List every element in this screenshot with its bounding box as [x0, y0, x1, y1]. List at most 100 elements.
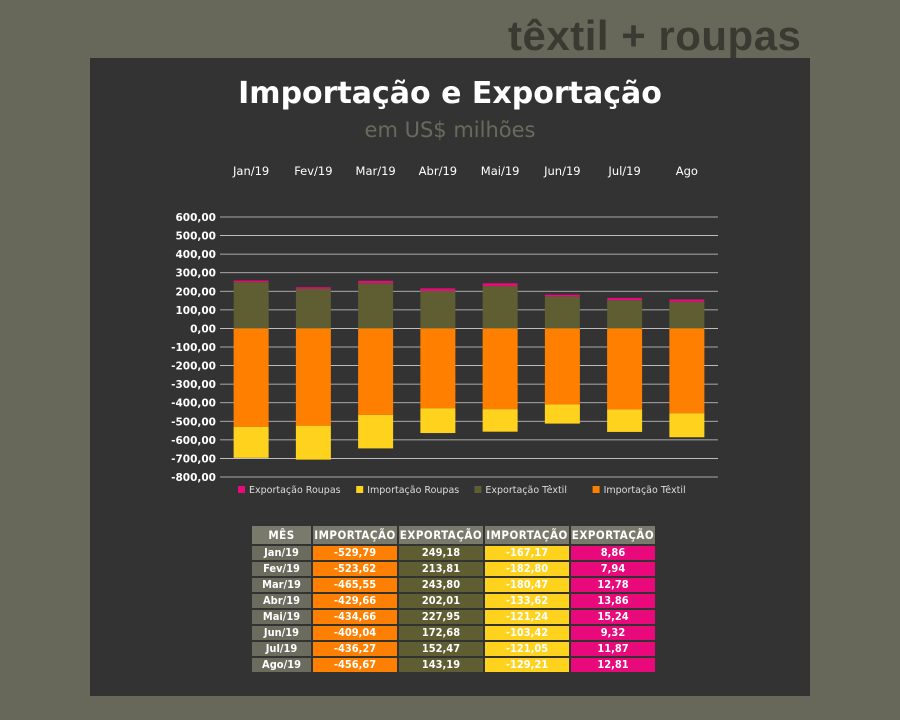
table-row: Mai/19 -434,66 227,95 -121,24 15,24 [252, 610, 655, 624]
cell-exportacao-roupas: 12,78 [571, 578, 655, 592]
cell-mes: Mai/19 [252, 610, 311, 624]
cell-exportacao-roupas: 9,32 [571, 626, 655, 640]
cell-importacao-roupas: -182,80 [485, 562, 569, 576]
cell-mes: Ago/19 [252, 658, 311, 672]
cell-exportacao-textil: 243,80 [399, 578, 483, 592]
x-category-label: Abr/19 [419, 164, 457, 178]
y-tick-label: -800,00 [171, 472, 216, 484]
header-exportacao-roupas: EXPORTAÇÃO [571, 526, 655, 544]
cell-mes: Abr/19 [252, 594, 311, 608]
cell-importacao-roupas: -121,05 [485, 642, 569, 656]
header-mes: MÊS [252, 526, 311, 544]
stacked-bar-chart: 600,00 500,00 400,00 300,00 200,00 100,00 0,00… [171, 164, 718, 496]
table-row: Fev/19 -523,62 213,81 -182,80 7,94 [252, 562, 655, 576]
bar-segment [420, 328, 456, 409]
bar-segment [669, 301, 705, 329]
x-category-label: Jul/19 [607, 164, 640, 178]
cell-mes: Jun/19 [252, 626, 311, 640]
bar-segment [295, 288, 331, 329]
cell-exportacao-roupas: 11,87 [571, 642, 655, 656]
y-tick-label: 500,00 [175, 231, 216, 243]
bar-segment [358, 280, 394, 284]
cell-importacao-roupas: -167,17 [485, 546, 569, 560]
bar-segment [420, 290, 456, 329]
y-tick-label: 400,00 [175, 249, 216, 261]
x-category-label: Mai/19 [481, 164, 520, 178]
y-tick-label: 600,00 [175, 212, 216, 224]
cell-exportacao-textil: 213,81 [399, 562, 483, 576]
x-category-label: Jan/19 [232, 164, 269, 178]
legend-swatch [474, 486, 482, 493]
data-table: MÊS IMPORTAÇÃO EXPORTAÇÃO IMPORTAÇÃO EXP… [250, 524, 657, 674]
bar-segment [358, 328, 394, 415]
bar-segment [420, 408, 456, 434]
bar-segment [233, 426, 269, 458]
table-row: Ago/19 -456,67 143,19 -129,21 12,81 [252, 658, 655, 672]
bar-segment [544, 296, 580, 329]
header-exportacao-textil: EXPORTAÇÃO [399, 526, 483, 544]
y-tick-label: -600,00 [171, 435, 216, 447]
y-tick-label: 300,00 [175, 268, 216, 280]
bar-segment [233, 280, 269, 283]
legend-label: Exportação Têxtil [485, 485, 567, 496]
cell-importacao-roupas: -133,62 [485, 594, 569, 608]
x-category-label: Mar/19 [356, 164, 396, 178]
bar-segment [295, 425, 331, 460]
y-tick-label: -700,00 [171, 453, 216, 465]
bar-segment [607, 297, 643, 301]
bar-segment [607, 409, 643, 432]
bar-segment [607, 300, 643, 329]
legend-label: Importação Têxtil [604, 485, 686, 496]
y-tick-label: 0,00 [190, 323, 216, 335]
y-tick-label: -400,00 [171, 398, 216, 410]
cell-exportacao-roupas: 13,86 [571, 594, 655, 608]
brand-logo: têxtil + roupas [508, 12, 802, 59]
legend-swatch [592, 486, 600, 493]
bar-segment [669, 299, 705, 302]
bar-segment [544, 328, 580, 405]
cell-exportacao-roupas: 7,94 [571, 562, 655, 576]
table-row: Abr/19 -429,66 202,01 -133,62 13,86 [252, 594, 655, 608]
legend-swatch [356, 486, 364, 493]
x-category-label: Jun/19 [543, 164, 580, 178]
cell-exportacao-textil: 249,18 [399, 546, 483, 560]
cell-mes: Mar/19 [252, 578, 311, 592]
bar-segment [295, 287, 331, 289]
cell-importacao-roupas: -180,47 [485, 578, 569, 592]
bar-segment [482, 409, 518, 432]
cell-mes: Jan/19 [252, 546, 311, 560]
table-row: Jun/19 -409,04 172,68 -103,42 9,32 [252, 626, 655, 640]
bar-segment [233, 328, 269, 427]
cell-exportacao-textil: 152,47 [399, 642, 483, 656]
bar-segment [669, 328, 705, 414]
bar-segment [358, 283, 394, 329]
legend-label: Exportação Roupas [249, 485, 341, 496]
table-header-row: MÊS IMPORTAÇÃO EXPORTAÇÃO IMPORTAÇÃO EXP… [252, 526, 655, 544]
table-row: Mar/19 -465,55 243,80 -180,47 12,78 [252, 578, 655, 592]
chart-subtitle: em US$ milhões [364, 118, 536, 142]
table-row: Jan/19 -529,79 249,18 -167,17 8,86 [252, 546, 655, 560]
cell-exportacao-roupas: 8,86 [571, 546, 655, 560]
x-category-label: Fev/19 [294, 164, 332, 178]
cell-exportacao-textil: 172,68 [399, 626, 483, 640]
cell-exportacao-textil: 227,95 [399, 610, 483, 624]
cell-importacao-roupas: -103,42 [485, 626, 569, 640]
bar-segment [607, 328, 643, 410]
y-tick-label: -200,00 [171, 361, 216, 373]
bar-segment [295, 328, 331, 426]
cell-exportacao-textil: 202,01 [399, 594, 483, 608]
header-importacao-textil: IMPORTAÇÃO [313, 526, 397, 544]
cell-importacao-textil: -465,55 [313, 578, 397, 592]
cell-importacao-textil: -409,04 [313, 626, 397, 640]
bar-segment [482, 283, 518, 287]
chart-title: Importação e Exportação [238, 76, 662, 111]
bar-segment [482, 286, 518, 329]
cell-exportacao-roupas: 12,81 [571, 658, 655, 672]
cell-exportacao-roupas: 15,24 [571, 610, 655, 624]
legend-swatch [238, 486, 245, 493]
bar-segment [482, 328, 518, 410]
cell-mes: Jul/19 [252, 642, 311, 656]
cell-importacao-textil: -523,62 [313, 562, 397, 576]
y-tick-label: 200,00 [175, 286, 216, 298]
cell-importacao-textil: -456,67 [313, 658, 397, 672]
